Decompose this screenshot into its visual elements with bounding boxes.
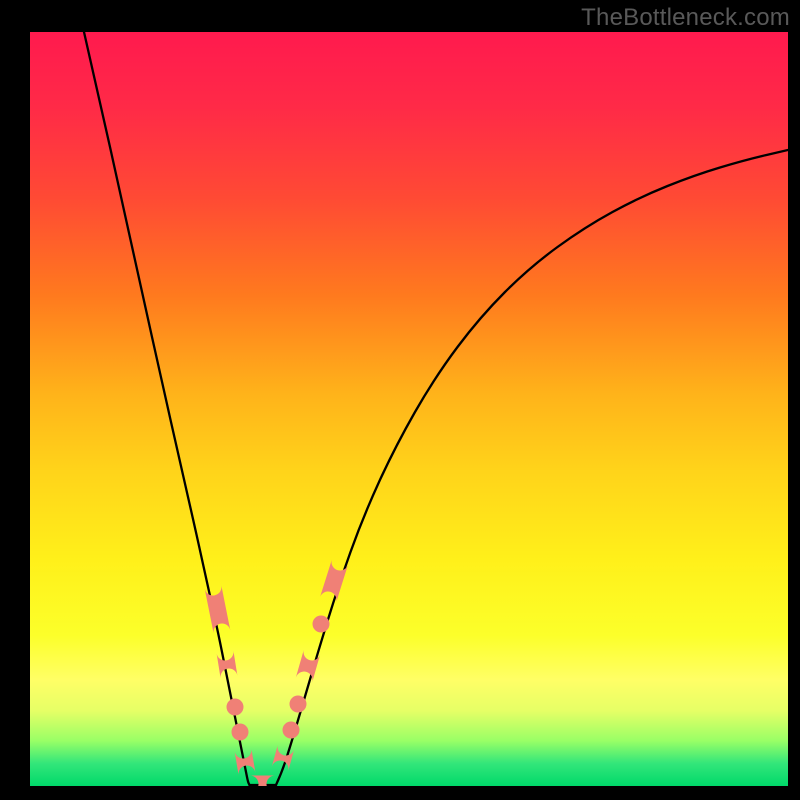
- watermark-text: TheBottleneck.com: [581, 4, 790, 32]
- marker-bead: [227, 699, 244, 716]
- gradient-background: [30, 32, 788, 786]
- frame-border: [0, 0, 30, 800]
- marker-bead: [283, 722, 300, 739]
- marker-bead: [313, 616, 330, 633]
- chart-svg: [30, 32, 788, 786]
- frame-border: [788, 0, 800, 800]
- marker-bead: [232, 724, 249, 741]
- plot-area: [30, 32, 788, 786]
- marker-bead: [290, 696, 307, 713]
- frame-border: [0, 786, 800, 800]
